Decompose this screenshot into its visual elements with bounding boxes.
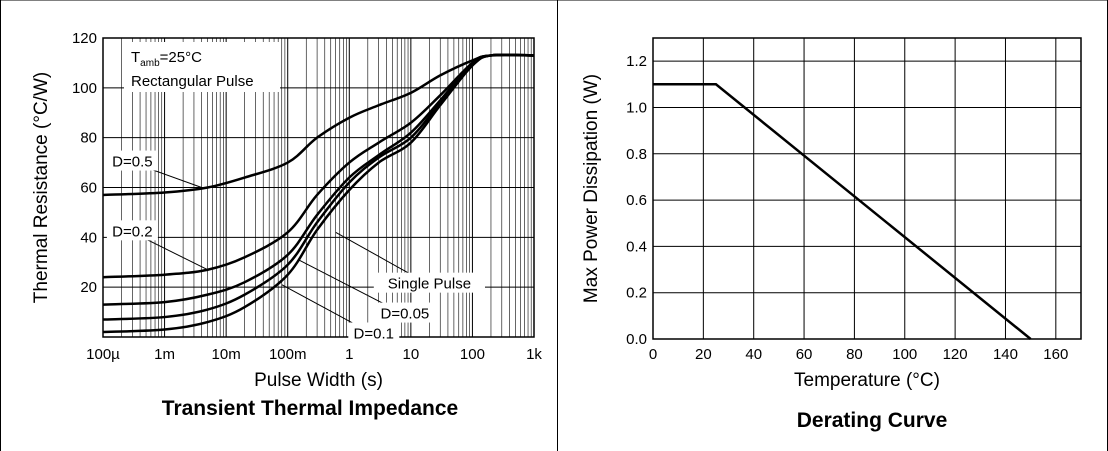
- y-tick-label: 20: [80, 279, 97, 296]
- series-label-bg: [373, 272, 485, 293]
- x-tick-label: 20: [695, 346, 712, 363]
- series-label-bg: [106, 220, 158, 241]
- y-tick-label: 0.0: [626, 331, 647, 348]
- derating-curve-chart: 0 20 40 60 80 100 120 140 160 0.0 0.2 0.4 0.6 0.8 1.0 1…: [581, 37, 1082, 391]
- y-tick-label: 100: [72, 80, 97, 97]
- y-tick-label: 1.0: [626, 99, 647, 116]
- y-axis-label: Max Power Dissipation (W): [581, 74, 602, 303]
- x-tick-label: 60: [796, 346, 813, 363]
- y-tick-label: 60: [80, 180, 97, 197]
- series-line-derating: [653, 83, 1032, 340]
- x-axis-label: Pulse Width (s): [254, 370, 383, 391]
- x-tick-label: 140: [993, 346, 1018, 363]
- series-label: D=0.2: [112, 223, 152, 240]
- x-tick-label: 100: [460, 346, 485, 363]
- x-tick-label: 160: [1043, 346, 1068, 363]
- annotation-line-2: Rectangular Pulse: [131, 73, 254, 90]
- series-line-d-0-5: [102, 53, 535, 197]
- y-tick-label: 0.2: [626, 285, 647, 302]
- x-tick-label: 10m: [212, 346, 241, 363]
- x-tick-label: 40: [745, 346, 762, 363]
- x-tick-label: 10: [403, 346, 420, 363]
- series-line-d-0-1: [102, 53, 535, 306]
- series-line-single-pulse: [102, 53, 535, 334]
- series-label-bg: [106, 150, 158, 171]
- x-tick-label: 1m: [154, 346, 175, 363]
- x-axis-label: Temperature (°C): [794, 370, 940, 391]
- series-label-bg: [348, 322, 400, 343]
- series-label: D=0.1: [354, 325, 394, 342]
- y-axis-label: Thermal Resistance (°C/W): [31, 72, 52, 303]
- y-tick-label: 1.2: [626, 53, 647, 70]
- x-tick-label: 0: [649, 346, 657, 363]
- x-tick-label: 1: [345, 346, 353, 363]
- y-tick-label: 0.8: [626, 146, 647, 163]
- series-label: D=0.05: [380, 306, 429, 323]
- x-tick-label: 1k: [526, 346, 542, 363]
- x-tick-label: 120: [943, 346, 968, 363]
- series-label: D=0.5: [112, 154, 152, 171]
- x-tick-label: 100: [892, 346, 917, 363]
- chart-title-transient-thermal-impedance: Transient Thermal Impedance: [161, 397, 459, 420]
- y-tick-label: 120: [72, 30, 97, 47]
- plot-area-border: [102, 37, 535, 338]
- y-tick-label: 0.6: [626, 192, 647, 209]
- y-tick-label: 40: [80, 229, 97, 246]
- series-label: Single Pulse: [388, 276, 471, 293]
- transient-thermal-impedance-chart: 100µ 1m 10m 100m 1 10 100 1k 20 40 60 80 100 120 Pulse…: [31, 30, 542, 391]
- y-tick-label: 0.4: [626, 238, 647, 255]
- series-label-bg: [375, 302, 435, 323]
- annotation-box: [124, 42, 280, 92]
- annotation-line-1: Tamb=25°C: [131, 49, 202, 69]
- x-tick-label: 100m: [269, 346, 307, 363]
- plot-area-border: [652, 37, 1082, 340]
- chart-title-derating-curve: Derating Curve: [796, 409, 948, 432]
- x-tick-label: 100µ: [86, 346, 120, 363]
- x-tick-label: 80: [846, 346, 863, 363]
- y-tick-label: 80: [80, 130, 97, 147]
